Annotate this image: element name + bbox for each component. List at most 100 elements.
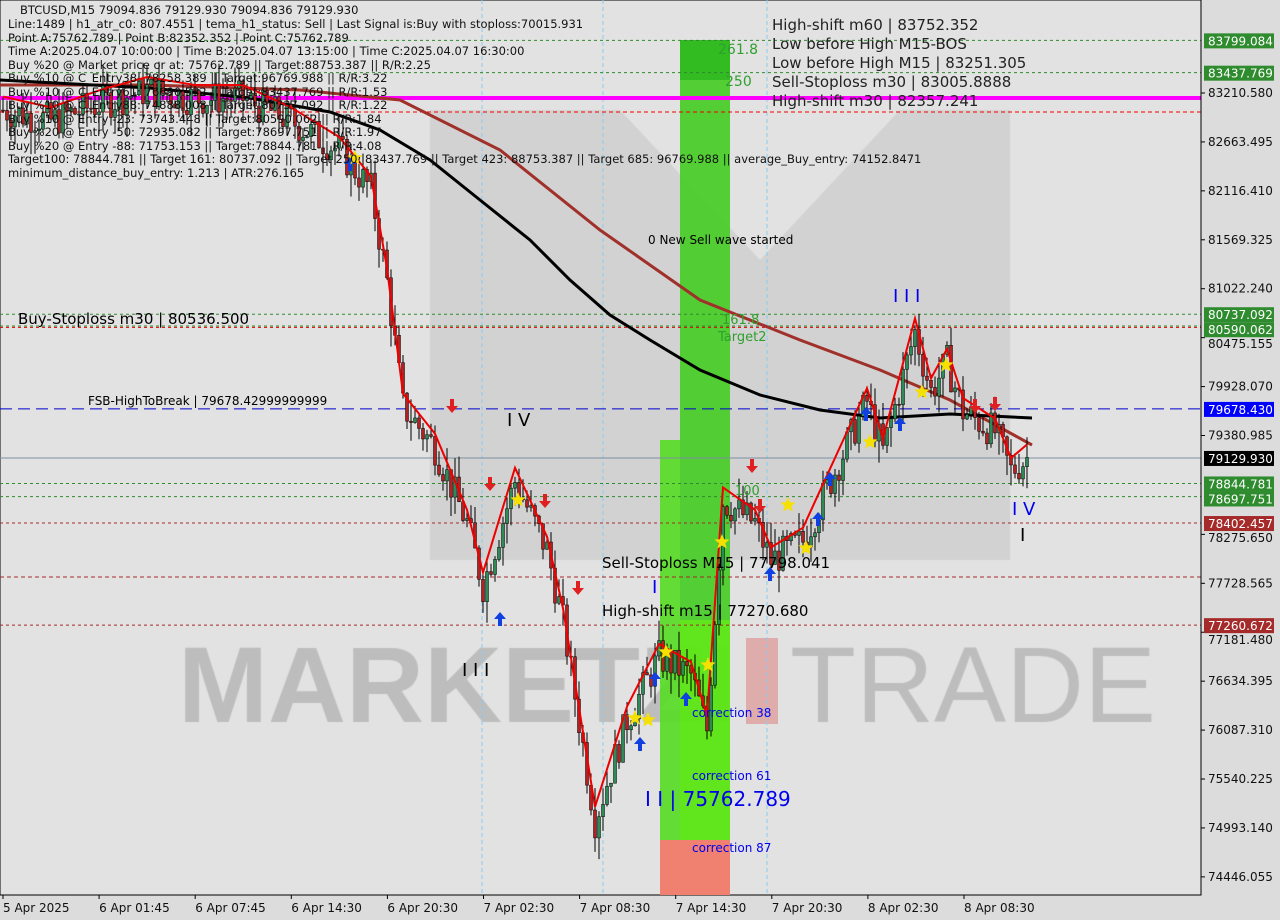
overlay-label: Low before High M15-BOS xyxy=(772,35,967,53)
watermark-logo xyxy=(0,0,1201,895)
price-label: 80737.092 xyxy=(1208,308,1273,322)
high-shift-label: High-shift m15 | 77270.680 xyxy=(602,602,809,620)
x-tick-label: 8 Apr 02:30 xyxy=(868,901,939,915)
symbol-line: BTCUSD,M15 79094.836 79129.930 79094.836… xyxy=(20,3,359,17)
candle-bear xyxy=(761,522,765,548)
new-sell-wave-label: 0 New Sell wave started xyxy=(648,233,794,247)
star-icon xyxy=(780,497,796,512)
fib-zone-top xyxy=(680,40,730,80)
y-tick-label: 81022.240 xyxy=(1208,282,1273,296)
wave-5-label: I xyxy=(1020,525,1026,546)
candle-bear xyxy=(437,464,441,475)
candle-bear xyxy=(229,99,233,102)
x-tick-label: 7 Apr 20:30 xyxy=(772,901,843,915)
y-tick-label: 79928.070 xyxy=(1208,380,1273,394)
candle-bull xyxy=(221,98,225,113)
candle-bull xyxy=(841,458,845,481)
y-tick-label: 77728.565 xyxy=(1208,576,1273,590)
wave-1-label: I xyxy=(652,577,658,598)
price-label: 79129.930 xyxy=(1208,452,1273,466)
candle-bear xyxy=(277,96,281,120)
info-line: Buy %10 @ C_Entry38: 78258.389 || Target… xyxy=(8,71,388,85)
candle-bull xyxy=(505,508,509,524)
candle-bear xyxy=(897,404,901,406)
price-label: 83799.084 xyxy=(1208,34,1273,48)
target2-label: Target2 xyxy=(718,330,767,345)
candle-bear xyxy=(1,109,5,112)
info-line: Buy %10 @ C_Entry88: 74888.008 || Target… xyxy=(8,98,388,112)
candle-bear xyxy=(645,672,649,676)
info-line: Point A:75762.789 | Point B:82352.352 | … xyxy=(8,30,349,45)
candle-bull xyxy=(989,412,993,445)
candle-bear xyxy=(57,109,61,134)
sell-arrow-icon xyxy=(539,494,551,508)
x-tick-label: 7 Apr 02:30 xyxy=(484,901,555,915)
candle-bull xyxy=(209,100,213,106)
buy-arrow-icon xyxy=(764,567,776,581)
candle-bear xyxy=(1017,473,1021,480)
candle-bull xyxy=(309,124,313,137)
candle-bull xyxy=(1021,466,1025,480)
supply-zone xyxy=(746,638,778,724)
candle-bear xyxy=(801,530,805,543)
candle-bear xyxy=(317,120,321,149)
candle-bear xyxy=(837,474,841,481)
candle-bull xyxy=(245,98,249,101)
candle-bear xyxy=(625,714,629,731)
candle-bear xyxy=(225,98,229,101)
price-label-bg xyxy=(1204,401,1274,417)
candle-bear xyxy=(257,105,261,123)
overlay-label: High-shift m60 | 83752.352 xyxy=(772,16,979,34)
sell-arrow-icon xyxy=(746,459,758,473)
candle-bull xyxy=(485,571,489,602)
star-icon xyxy=(347,150,363,165)
candle-bear xyxy=(593,809,597,839)
candle-bear xyxy=(197,90,201,104)
buy-arrow-icon xyxy=(634,737,646,751)
buy-arrow-icon xyxy=(824,472,836,486)
candle-bear xyxy=(649,674,653,687)
candle-bull xyxy=(909,346,913,356)
star-icon xyxy=(627,710,643,725)
info-line: Buy %20 @ Entry -88: 71753.153 || Target… xyxy=(8,138,382,153)
candle-bull xyxy=(117,89,121,110)
sell-arrow-icon xyxy=(572,581,584,595)
candle-bull xyxy=(965,414,969,420)
candle-bear xyxy=(65,102,69,112)
price-label-bg xyxy=(1204,322,1274,338)
candle-bear xyxy=(981,430,985,434)
y-tick-label: 74993.140 xyxy=(1208,821,1273,835)
candle-bull xyxy=(857,415,861,444)
candle-bull xyxy=(713,624,717,686)
price-label: 78402.457 xyxy=(1208,517,1273,531)
buy-arrow-icon xyxy=(494,612,506,626)
candle-bear xyxy=(933,387,937,397)
candle-bull xyxy=(601,804,605,817)
candle-bear xyxy=(925,375,929,381)
candle-bear xyxy=(93,108,97,115)
wave-2-label: I I | 75762.789 xyxy=(645,787,791,811)
ma-black xyxy=(0,78,1033,420)
candle-bear xyxy=(961,389,965,420)
candle-bear xyxy=(617,744,621,763)
candle-bull xyxy=(41,112,45,130)
candle-bear xyxy=(525,499,529,508)
wave-4-left-label: I V xyxy=(507,410,531,431)
candle-bull xyxy=(261,89,265,123)
price-label-bg xyxy=(1204,65,1274,81)
candle-bull xyxy=(25,113,29,125)
y-tick-label: 76634.395 xyxy=(1208,674,1273,688)
candle-bull xyxy=(673,649,677,674)
candle-bull xyxy=(709,684,713,732)
star-icon xyxy=(798,540,814,555)
price-label: 78697.751 xyxy=(1208,492,1273,506)
candle-bull xyxy=(513,482,517,489)
y-tick-label: 74446.055 xyxy=(1208,870,1273,884)
info-line: Time A:2025.04.07 10:00:00 | Time B:2025… xyxy=(8,44,525,58)
candle-bear xyxy=(729,514,733,522)
buy-arrow-icon xyxy=(649,672,661,686)
candle-bear xyxy=(1009,455,1013,466)
x-tick-label: 6 Apr 07:45 xyxy=(195,901,266,915)
